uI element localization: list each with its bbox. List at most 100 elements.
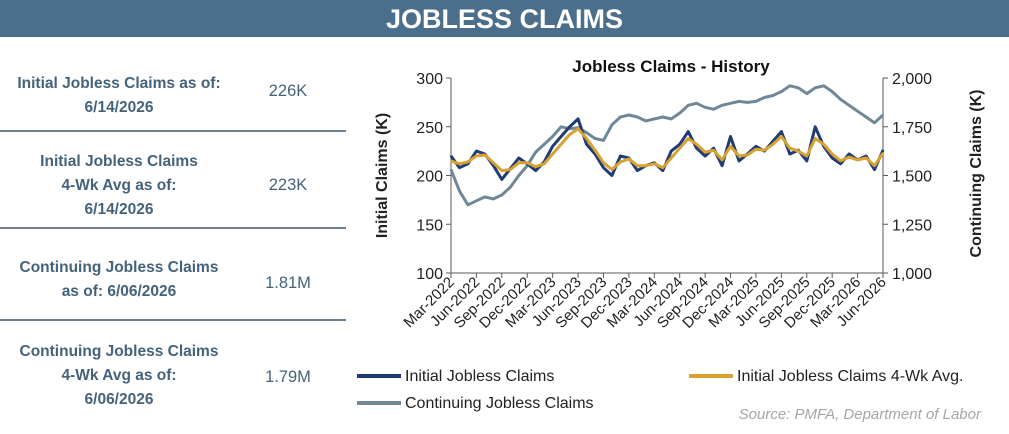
stat-label-line: Initial Jobless Claims bbox=[40, 153, 198, 170]
avg4wk-point bbox=[687, 137, 690, 140]
right-tick-label: 1,750 bbox=[892, 120, 932, 137]
continuing-claims-point bbox=[839, 98, 842, 101]
legend-label: Initial Jobless Claims bbox=[405, 368, 554, 385]
stat-label: Initial Jobless Claims 4-Wk Avg as of: 6/1… bbox=[4, 150, 234, 222]
stat-label: Continuing Jobless Claims as of: 6/06/202… bbox=[4, 256, 234, 304]
initial-claims-point bbox=[721, 164, 723, 167]
initial-claims-point bbox=[568, 125, 571, 128]
avg4wk-point bbox=[458, 162, 461, 165]
avg4wk-point bbox=[500, 169, 503, 172]
stat-label-line: 6/14/2026 bbox=[84, 99, 154, 116]
avg4wk-point bbox=[704, 151, 706, 153]
continuing-claims-point bbox=[721, 104, 723, 107]
page-title: JOBLESS CLAIMS bbox=[385, 4, 624, 34]
avg4wk-point bbox=[721, 159, 723, 161]
continuing-claims-point bbox=[458, 190, 461, 193]
continuing-claims-point bbox=[636, 116, 639, 118]
initial-claims-point bbox=[458, 166, 461, 169]
avg4wk-point bbox=[577, 127, 579, 130]
initial-claims-point bbox=[839, 162, 842, 165]
initial-claims-point bbox=[712, 147, 715, 150]
initial-claims-point bbox=[500, 178, 503, 181]
avg4wk-point bbox=[797, 150, 800, 152]
stat-value: 1.81M bbox=[265, 274, 311, 292]
avg4wk-point bbox=[772, 143, 774, 146]
continuing-claims-point bbox=[653, 118, 656, 120]
avg4wk-point bbox=[636, 164, 639, 167]
initial-claims-point bbox=[729, 135, 732, 138]
continuing-claims-point bbox=[695, 102, 698, 105]
continuing-claims-point bbox=[670, 118, 673, 120]
continuing-claims-point bbox=[746, 101, 749, 104]
avg4wk-point bbox=[670, 157, 673, 159]
initial-claims-point bbox=[611, 174, 613, 177]
stat-label-line: Continuing Jobless Claims bbox=[19, 259, 219, 276]
left-tick-label: 200 bbox=[416, 169, 443, 186]
initial-claims-point bbox=[670, 150, 673, 152]
avg4wk-point bbox=[619, 161, 622, 163]
avg4wk-point bbox=[763, 149, 766, 152]
continuing-claims-point bbox=[594, 137, 596, 140]
initial-claims-point bbox=[475, 150, 478, 152]
legend-label: Initial Jobless Claims 4-Wk Avg. bbox=[737, 368, 963, 385]
continuing-claims-point bbox=[831, 90, 834, 93]
avg4wk-point bbox=[856, 159, 859, 161]
avg4wk-point bbox=[729, 145, 732, 148]
initial-claims-point bbox=[551, 145, 554, 148]
continuing-claims-point bbox=[492, 198, 495, 200]
continuing-claims-point bbox=[729, 102, 732, 105]
avg4wk-line bbox=[450, 127, 885, 173]
avg4wk-point bbox=[568, 133, 571, 136]
continuing-claims-point bbox=[865, 116, 867, 118]
continuing-claims-point bbox=[780, 90, 783, 93]
avg4wk-point bbox=[611, 168, 613, 171]
page-title-banner: JOBLESS CLAIMS bbox=[0, 0, 1009, 37]
avg4wk-point bbox=[695, 143, 698, 146]
avg4wk-point bbox=[509, 168, 512, 171]
avg4wk-point bbox=[450, 160, 452, 162]
right-tick-label: 1,000 bbox=[892, 266, 932, 283]
stat-value: 226K bbox=[268, 82, 308, 100]
y-axis-title: Initial Claims (K) bbox=[374, 113, 391, 238]
initial-claims-point bbox=[585, 143, 588, 146]
chart-canvas: Jobless Claims - History 100 150 200 250 300 1… bbox=[357, 57, 985, 412]
initial-claims-point bbox=[678, 143, 681, 146]
initial-claims-point bbox=[780, 130, 783, 133]
continuing-claims-point bbox=[712, 108, 715, 111]
continuing-claims-point bbox=[661, 116, 664, 118]
avg4wk-point bbox=[678, 147, 681, 150]
jobless-claims-chart: Jobless Claims - History 100 150 200 250 300 1… bbox=[355, 48, 1009, 434]
continuing-claims-point bbox=[644, 120, 647, 122]
initial-claims-point bbox=[661, 169, 664, 172]
avg4wk-point bbox=[551, 153, 554, 155]
continuing-claims-point bbox=[755, 100, 757, 103]
initial-claims-line bbox=[449, 117, 885, 181]
right-tick-label: 1,250 bbox=[892, 217, 932, 234]
initial-claims-point bbox=[602, 166, 605, 169]
initial-claims-point bbox=[788, 153, 791, 155]
continuing-claims-point bbox=[814, 86, 817, 89]
avg4wk-point bbox=[560, 143, 562, 146]
avg4wk-point bbox=[602, 161, 605, 164]
avg4wk-point bbox=[543, 162, 546, 165]
avg4wk-point bbox=[882, 152, 884, 154]
avg4wk-point bbox=[594, 149, 596, 152]
continuing-claims-point bbox=[560, 125, 562, 128]
continuing-claims-point bbox=[475, 199, 478, 202]
continuing-claims-point bbox=[534, 151, 537, 153]
initial-claims-point bbox=[636, 169, 639, 172]
avg4wk-point bbox=[526, 161, 529, 164]
stat-value: 1.79M bbox=[265, 368, 311, 386]
continuing-claims-point bbox=[551, 135, 554, 138]
continuing-claims-point bbox=[882, 114, 884, 116]
avg4wk-point bbox=[492, 161, 495, 164]
initial-claims-point bbox=[695, 147, 698, 150]
continuing-claims-point bbox=[509, 186, 512, 189]
chart-title: Jobless Claims - History bbox=[572, 57, 770, 76]
stat-label-line: Continuing Jobless Claims bbox=[19, 343, 219, 360]
left-tick-label: 100 bbox=[416, 266, 443, 283]
initial-claims-point bbox=[560, 135, 562, 138]
continuing-claims-point bbox=[856, 110, 859, 113]
continuing-claims-point bbox=[484, 196, 486, 198]
continuing-claims-point bbox=[611, 123, 613, 126]
